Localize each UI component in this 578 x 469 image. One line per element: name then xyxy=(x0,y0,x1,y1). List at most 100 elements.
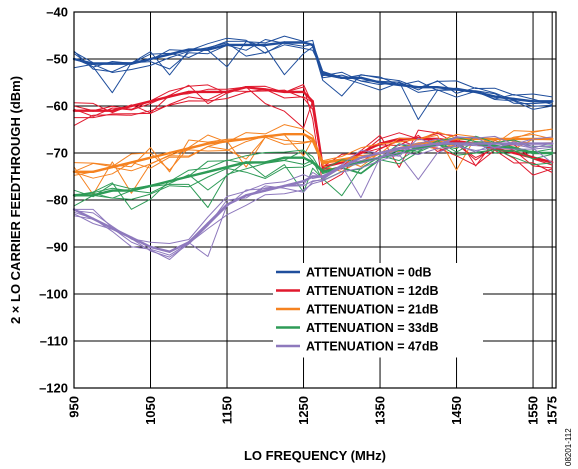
x-tick-label: 1050 xyxy=(143,396,158,425)
data-point xyxy=(455,142,458,145)
series-group xyxy=(72,84,554,186)
data-point xyxy=(264,88,267,91)
data-point xyxy=(455,140,458,143)
data-point xyxy=(130,236,133,239)
data-point xyxy=(225,43,229,47)
data-point xyxy=(187,48,190,51)
data-point xyxy=(111,62,114,65)
y-tick-label: –110 xyxy=(40,334,68,349)
data-point xyxy=(512,151,516,155)
data-point xyxy=(149,245,152,249)
y-axis-title: 2 × LO CARRIER FEEDTHROUGH (dBm) xyxy=(8,76,23,324)
data-point xyxy=(283,184,286,188)
data-point xyxy=(168,53,171,56)
data-point xyxy=(187,147,190,150)
series-trace xyxy=(73,138,553,258)
data-point xyxy=(111,227,114,230)
data-point xyxy=(321,175,324,178)
legend-entry: ATTENUATION = 0dB xyxy=(306,266,432,280)
data-point xyxy=(311,137,314,141)
data-point xyxy=(91,62,95,65)
legend-entry: ATTENUATION = 21dB xyxy=(306,303,439,317)
data-point xyxy=(168,180,171,183)
series-group xyxy=(72,124,554,195)
data-point xyxy=(417,86,420,89)
data-point xyxy=(398,83,401,87)
data-point xyxy=(130,62,133,65)
data-point xyxy=(359,76,363,80)
data-point xyxy=(359,156,363,159)
data-point xyxy=(474,142,477,145)
data-point xyxy=(187,241,190,244)
data-point xyxy=(149,57,152,61)
data-point xyxy=(311,100,314,103)
data-point xyxy=(474,90,477,94)
data-point xyxy=(264,135,267,138)
data-point xyxy=(493,144,496,148)
series-trace xyxy=(73,142,553,256)
series-trace xyxy=(73,84,553,186)
y-tick-label: –70 xyxy=(46,146,68,161)
data-point xyxy=(244,161,248,164)
data-point xyxy=(149,156,152,159)
legend: ATTENUATION = 0dB ATTENUATION = 12dB ATTEN… xyxy=(276,266,439,354)
data-point xyxy=(91,170,95,173)
x-tick-label: 1450 xyxy=(449,396,464,425)
y-tick-label: –40 xyxy=(46,5,68,20)
y-tick-label: –120 xyxy=(39,381,68,396)
data-point xyxy=(340,76,343,80)
x-tick-label: 1250 xyxy=(296,396,311,425)
data-point xyxy=(302,180,305,183)
data-point xyxy=(225,165,229,169)
data-point xyxy=(531,142,535,145)
data-point xyxy=(359,151,363,155)
figure-id: 08201-112 xyxy=(564,428,573,466)
data-point xyxy=(187,175,190,178)
x-tick-label: 1550 xyxy=(526,396,541,425)
data-point xyxy=(551,100,554,103)
data-point xyxy=(168,95,171,98)
data-point xyxy=(283,41,286,44)
data-point xyxy=(551,151,554,155)
data-point xyxy=(264,161,267,164)
y-tick-label: –60 xyxy=(46,99,68,114)
data-point xyxy=(321,170,324,173)
data-point xyxy=(91,109,95,112)
data-point xyxy=(493,142,496,145)
data-point xyxy=(91,194,95,197)
y-tick-label: –50 xyxy=(46,52,68,67)
x-tick-label: 1350 xyxy=(373,396,388,425)
data-point xyxy=(311,175,314,178)
data-point xyxy=(111,189,114,192)
data-point xyxy=(436,142,439,145)
x-tick-label: 1575 xyxy=(545,396,560,425)
data-point xyxy=(436,86,439,89)
y-tick-label: –100 xyxy=(39,287,68,302)
series-trace xyxy=(73,136,553,253)
plot-frame xyxy=(73,11,557,389)
data-point xyxy=(340,165,343,169)
series-trace xyxy=(73,42,553,110)
data-point xyxy=(187,90,190,94)
data-point xyxy=(311,43,314,47)
data-point xyxy=(302,41,305,44)
data-point xyxy=(512,137,516,141)
data-point xyxy=(283,133,286,136)
data-point xyxy=(321,161,324,164)
data-point xyxy=(302,133,305,136)
data-point xyxy=(398,147,401,150)
data-point xyxy=(168,250,171,253)
data-point xyxy=(321,165,324,169)
data-point xyxy=(206,142,210,145)
data-point xyxy=(493,95,496,98)
x-tick-labels: 950 1050 1150 1250 1350 1450 1550 1575 xyxy=(67,396,560,425)
series-layer xyxy=(72,35,554,260)
data-point xyxy=(206,222,210,225)
data-point xyxy=(130,104,133,108)
data-point xyxy=(493,137,496,141)
y-tick-label: –80 xyxy=(46,193,68,208)
data-point xyxy=(378,151,382,155)
data-point xyxy=(531,151,535,155)
data-point xyxy=(111,165,114,169)
series-trace xyxy=(73,124,553,173)
